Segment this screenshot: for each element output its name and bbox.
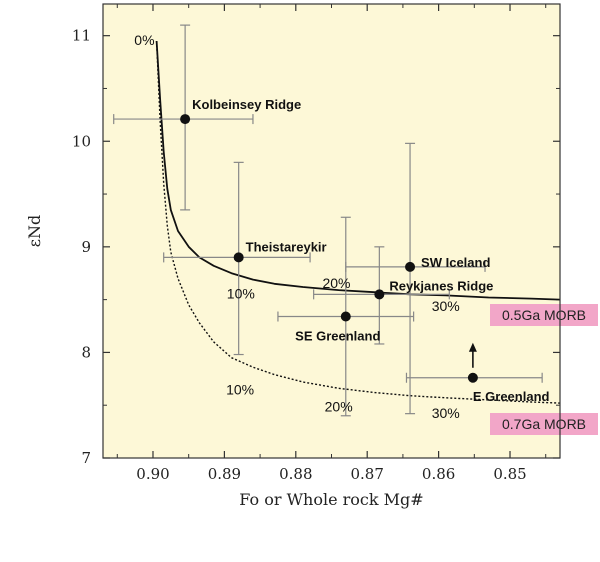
- point-label: Kolbeinsey Ridge: [192, 97, 301, 112]
- data-point: [374, 289, 385, 300]
- curve-label-box: [490, 304, 598, 326]
- percent-label: 10%: [226, 382, 254, 398]
- y-tick-label: 9: [81, 238, 91, 256]
- x-tick-label: 0.85: [493, 465, 526, 483]
- point-label: Reykjanes Ridge: [389, 278, 493, 293]
- up-arrow-head: [468, 342, 477, 352]
- point-label: E Greenland: [473, 389, 550, 404]
- curve-0-7ga-morb: [155, 40, 561, 404]
- percent-label: 20%: [325, 399, 353, 415]
- data-point: [180, 114, 191, 125]
- x-tick-label: 0.86: [422, 465, 455, 483]
- data-point: [467, 372, 478, 383]
- plot-area: [103, 4, 560, 458]
- curve-label: 0.7Ga MORB: [502, 416, 586, 432]
- point-label: SE Greenland: [295, 329, 380, 344]
- x-tick-label: 0.90: [136, 465, 169, 483]
- percent-label: 10%: [227, 286, 255, 302]
- x-tick-label: 0.89: [208, 465, 241, 483]
- point-label: SW Iceland: [421, 255, 490, 270]
- axis-ticks: 0.90 0.89 0.88 0.87 0.86 0.85 7 8 9 10 11: [72, 4, 560, 483]
- y-axis-title: εNd: [25, 215, 44, 248]
- percent-label: 30%: [432, 405, 460, 421]
- percent-label: 0%: [134, 32, 154, 48]
- curve-label: 0.5Ga MORB: [502, 307, 586, 323]
- percent-label: 30%: [432, 298, 460, 314]
- plot-frame: [102, 3, 561, 459]
- data-point: [340, 311, 351, 322]
- data-points: [180, 114, 478, 383]
- percent-labels: 0% 10% 20% 30% 10% 20% 30%: [134, 32, 459, 421]
- curve-label-box: [490, 413, 598, 435]
- point-label: Theistareykir: [246, 239, 327, 254]
- data-point: [233, 252, 244, 263]
- percent-label: 20%: [322, 275, 350, 291]
- x-axis-title: Fo or Whole rock Mg#: [239, 490, 423, 509]
- y-tick-label: 10: [72, 132, 91, 150]
- point-labels: Kolbeinsey Ridge Theistareykir SW Iceland R…: [192, 97, 549, 404]
- y-tick-label: 8: [81, 343, 91, 361]
- curve-0-5ga-morb: [155, 40, 561, 301]
- curve-labels: 0.5Ga MORB 0.7Ga MORB: [490, 304, 598, 435]
- x-tick-label: 0.88: [279, 465, 312, 483]
- y-tick-label: 11: [72, 27, 91, 45]
- x-tick-label: 0.87: [351, 465, 384, 483]
- data-point: [405, 261, 416, 272]
- y-tick-label: 7: [81, 449, 91, 467]
- mixing-curves: [155, 40, 561, 404]
